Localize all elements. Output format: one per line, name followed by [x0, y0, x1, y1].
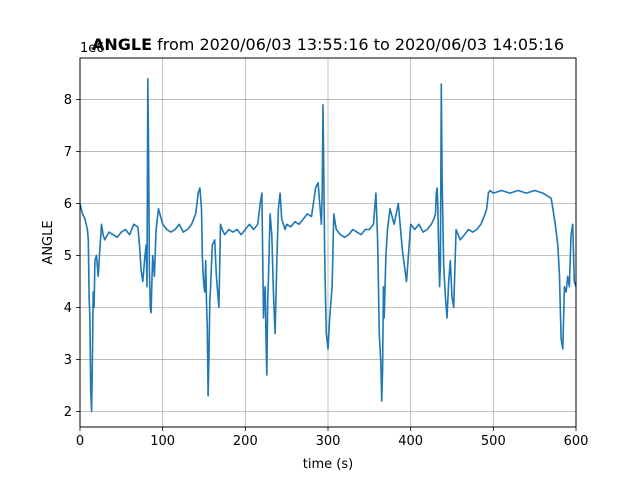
- grid: [79, 58, 577, 427]
- offset-text: 1e6: [80, 41, 105, 56]
- x-tick-label: 600: [564, 434, 589, 449]
- y-tick-label: 3: [64, 353, 72, 368]
- y-tick-label: 8: [64, 93, 72, 108]
- data-layer: [79, 78, 577, 413]
- x-tick-label: 0: [76, 434, 84, 449]
- chart-title-bold: ANGLE: [92, 35, 152, 54]
- x-tick-label: 300: [316, 434, 341, 449]
- y-tick-label: 5: [64, 249, 72, 264]
- x-axis-label: time (s): [303, 457, 353, 472]
- x-tick-label: 200: [233, 434, 258, 449]
- x-tick-label: 500: [481, 434, 506, 449]
- x-tick-label: 400: [398, 434, 423, 449]
- y-tick-label: 6: [64, 197, 72, 212]
- series-line: [79, 78, 577, 413]
- y-tick-label: 2: [64, 405, 72, 420]
- y-tick-label: 4: [64, 301, 72, 316]
- y-tick-label: 7: [64, 145, 72, 160]
- axis-ticks: 0 100 200 300 400 500 600 2 3 4 5 6 7 8: [64, 93, 589, 449]
- chart-title: ANGLE from 2020/06/03 13:55:16 to 2020/0…: [92, 35, 564, 54]
- y-axis-label: ANGLE: [41, 220, 56, 264]
- x-tick-label: 100: [150, 434, 175, 449]
- chart-title-rest: from 2020/06/03 13:55:16 to 2020/06/03 1…: [152, 35, 564, 54]
